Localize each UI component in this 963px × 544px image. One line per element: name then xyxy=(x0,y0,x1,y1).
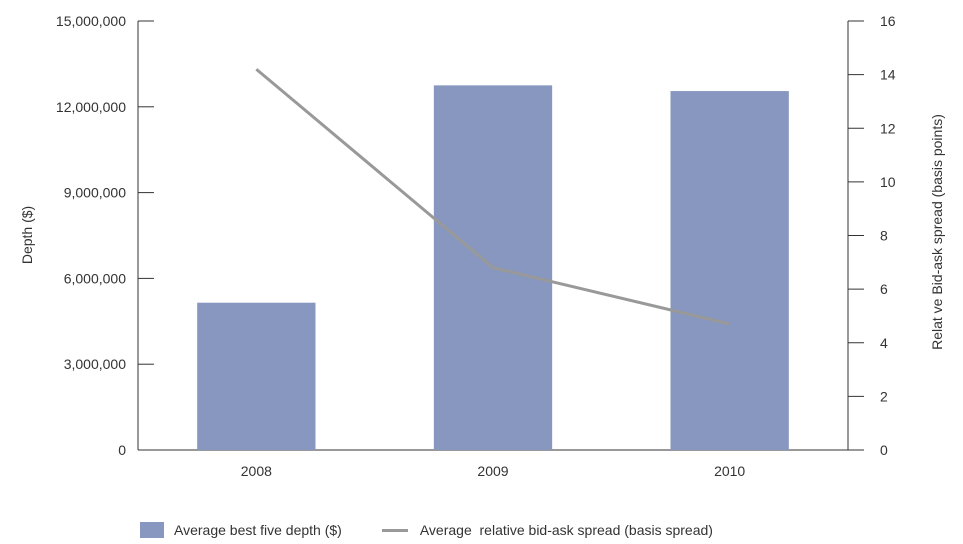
left-tick-label: 6,000,000 xyxy=(64,270,126,286)
left-tick-label: 15,000,000 xyxy=(56,13,126,29)
right-tick-label: 6 xyxy=(880,281,888,297)
legend-label-depth: Average best five depth ($) xyxy=(174,522,342,538)
right-tick-label: 8 xyxy=(880,228,888,244)
legend-label-spread: Average relative bid-ask spread (basis s… xyxy=(419,522,713,538)
left-tick-label: 12,000,000 xyxy=(56,99,126,115)
x-tick-label: 2010 xyxy=(714,463,745,479)
legend-item-spread: Average relative bid-ask spread (basis s… xyxy=(381,522,713,538)
legend: Average best five depth ($) Average rela… xyxy=(140,522,753,538)
bar-2008 xyxy=(197,302,316,450)
legend-line-swatch xyxy=(381,528,408,532)
right-tick-label: 10 xyxy=(880,174,896,190)
right-axis-title: Relat ve Bid-ask spread (basis points) xyxy=(929,114,945,350)
legend-bar-swatch xyxy=(140,522,164,538)
right-tick-label: 2 xyxy=(880,388,888,404)
legend-item-depth: Average best five depth ($) xyxy=(140,522,342,538)
left-tick-label: 9,000,000 xyxy=(64,185,126,201)
bar-2010 xyxy=(670,91,789,450)
lines-group xyxy=(255,68,731,326)
right-tick-label: 14 xyxy=(880,67,896,83)
axes-group: 0 3,000,000 6,000,000 9,000,000 12,000,000 15… xyxy=(56,13,896,479)
right-tick-label: 4 xyxy=(880,335,888,351)
left-tick-label: 3,000,000 xyxy=(64,356,126,372)
x-tick-label: 2008 xyxy=(241,463,272,479)
x-tick-label: 2009 xyxy=(477,463,508,479)
right-tick-label: 0 xyxy=(880,442,888,458)
right-tick-label: 12 xyxy=(880,120,896,136)
left-axis-title: Depth ($) xyxy=(19,206,35,264)
left-tick-label: 0 xyxy=(118,442,126,458)
right-tick-label: 16 xyxy=(880,13,896,29)
